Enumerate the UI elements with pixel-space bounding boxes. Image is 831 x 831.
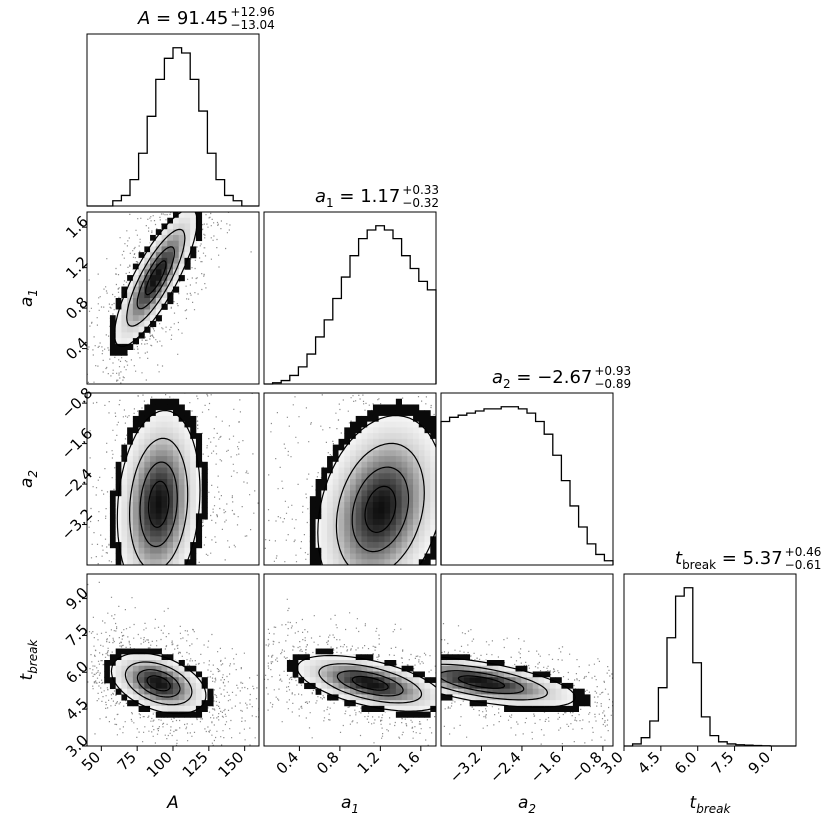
contour-level-3 — [136, 246, 176, 310]
contour-level-3 — [351, 466, 410, 553]
title-plus-a2: +0.93 — [594, 364, 631, 378]
title-plus-A: +12.96 — [230, 5, 274, 19]
hist-frame — [263, 211, 437, 385]
pair-frame — [86, 392, 260, 566]
contour-level-4 — [145, 260, 167, 296]
contour-level-1 — [317, 415, 436, 565]
x-tick-label-tbreak: 9.0 — [745, 748, 775, 778]
title-minus-a2: −0.89 — [594, 377, 631, 391]
contour-level-2 — [124, 661, 193, 706]
x-tick-label-tbreak: 4.5 — [634, 748, 664, 778]
hist-step-A — [87, 47, 259, 207]
pair-frame — [86, 211, 260, 385]
x-tick-label-a2: −1.6 — [527, 748, 565, 786]
pair-frame — [440, 573, 614, 747]
hist-panel-tbreak: tbreak = 5.37 +0.46−0.61 — [623, 545, 822, 747]
x-axis-label-a2: a2 — [518, 793, 536, 816]
hist-step-tbreak — [624, 587, 796, 747]
x-tick-label-a1: 0.8 — [313, 748, 343, 778]
pair-frame — [263, 573, 437, 747]
contour-level-3 — [336, 670, 404, 697]
panel-title-A: A = 91.45 — [137, 8, 228, 29]
pair-panel-a2-tbreak — [440, 573, 614, 747]
contour-level-3 — [441, 670, 525, 695]
x-tick-label-tbreak: 7.5 — [708, 748, 738, 778]
contour-level-4 — [351, 675, 389, 691]
x-tick-label-tbreak: 6.0 — [671, 748, 701, 778]
scatter-points — [264, 394, 436, 565]
contour-level-4 — [364, 485, 397, 534]
panel-title-a1: a1 = 1.17 — [315, 186, 400, 210]
contour-level-2 — [441, 663, 549, 701]
pair-panel-a1-a2 — [263, 392, 437, 566]
panel-title-a2: a2 = −2.67 — [492, 367, 592, 391]
x-tick-label-a1: 0.4 — [273, 748, 303, 778]
contour-level-1 — [113, 212, 198, 348]
x-tick-label-a2: −2.4 — [486, 748, 524, 786]
pair-panel-a1-tbreak — [263, 573, 437, 747]
contour-level-2 — [126, 228, 186, 327]
x-axis-label-a1: a1 — [341, 793, 359, 816]
contour-level-3 — [136, 669, 181, 698]
y-axis-label-a1: a1 — [17, 289, 40, 307]
y-axis-label-tbreak: tbreak — [17, 639, 40, 681]
pair-panel-A-a2 — [86, 392, 260, 566]
y-tick-label-a2: −2.4 — [58, 465, 96, 503]
hist-panel-a1: a1 = 1.17 +0.33−0.32 — [263, 183, 439, 385]
pair-frame — [263, 392, 437, 566]
contour-level-1 — [116, 409, 201, 565]
x-axis-label-tbreak: tbreak — [690, 793, 732, 816]
contour-level-2 — [318, 663, 423, 704]
contour-level-2 — [335, 442, 425, 565]
contour-level-1 — [110, 652, 207, 715]
title-minus-a1: −0.32 — [402, 196, 439, 210]
hist-frame — [86, 33, 260, 207]
title-minus-tbreak: −0.61 — [785, 558, 822, 572]
pair-panel-A-a1 — [86, 211, 260, 385]
x-axis-label-A: A — [166, 793, 179, 813]
hist-frame — [623, 573, 797, 747]
contour-level-4 — [457, 675, 506, 689]
hist-panel-A: A = 91.45 +12.96−13.04 — [86, 5, 275, 207]
x-tick-label-A: 150 — [215, 748, 248, 781]
x-tick-label-A: 125 — [179, 748, 212, 781]
x-tick-label-a2: −3.2 — [446, 748, 484, 786]
pair-panel-A-tbreak — [86, 573, 260, 747]
hist-step-a1 — [264, 225, 437, 385]
x-tick-label-A: 100 — [143, 748, 176, 781]
title-plus-tbreak: +0.46 — [785, 545, 822, 559]
y-tick-label-a2: −0.8 — [58, 384, 96, 422]
x-tick-label-a1: 1.2 — [354, 748, 384, 778]
x-tick-label-tbreak: 3.0 — [597, 748, 627, 778]
contour-level-1 — [296, 654, 436, 712]
panel-title-tbreak: tbreak = 5.37 — [675, 548, 783, 572]
contour-level-4 — [146, 675, 171, 692]
x-tick-label-A: 75 — [114, 748, 140, 774]
title-plus-a1: +0.33 — [402, 183, 439, 197]
y-tick-label-a2: −3.2 — [58, 505, 96, 543]
hist-step-a2 — [440, 406, 614, 565]
hist-panel-a2: a2 = −2.67 +0.93−0.89 — [440, 364, 631, 566]
contour-level-2 — [128, 437, 189, 565]
contour-level-1 — [441, 656, 576, 708]
contour-level-4 — [147, 480, 170, 528]
x-tick-label-a1: 1.6 — [394, 748, 424, 778]
title-minus-A: −13.04 — [230, 18, 274, 32]
y-axis-label-a2: a2 — [17, 470, 40, 488]
contour-level-3 — [139, 461, 178, 548]
